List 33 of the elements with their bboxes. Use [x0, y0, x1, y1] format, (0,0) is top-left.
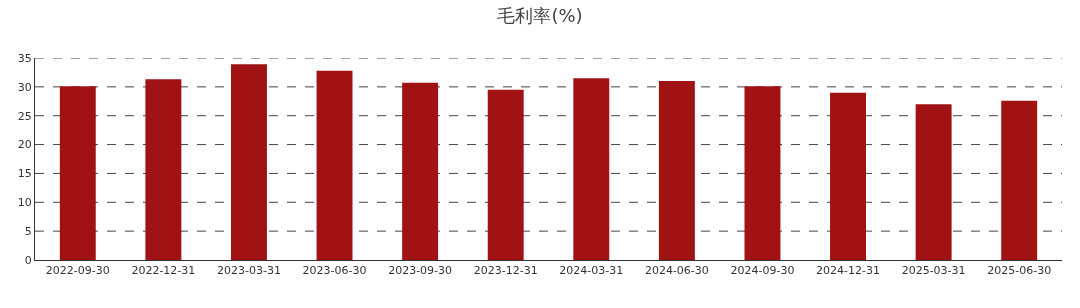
y-tick-label: 20 [17, 138, 32, 152]
bar [1001, 100, 1038, 260]
bar [59, 86, 96, 260]
y-tick-label: 10 [17, 196, 32, 210]
bar [316, 70, 353, 260]
y-tick-label: 5 [24, 224, 32, 238]
x-tick-label: 2023-06-30 [302, 264, 367, 278]
y-tick-label: 15 [17, 167, 32, 181]
x-tick-label: 2025-03-31 [901, 264, 966, 278]
x-tick-label: 2022-12-31 [131, 264, 196, 278]
y-tick-label: 30 [17, 80, 32, 94]
x-tick-label: 2024-06-30 [644, 264, 709, 278]
bar [573, 78, 610, 260]
x-tick-label: 2025-06-30 [987, 264, 1052, 278]
x-tick-label: 2023-12-31 [473, 264, 538, 278]
bar [915, 104, 952, 260]
bar [402, 82, 439, 260]
bar [487, 89, 524, 260]
x-tick-label: 2024-09-30 [730, 264, 795, 278]
chart-title: 毛利率(%) [497, 4, 583, 26]
x-tick-label: 2024-03-31 [559, 264, 624, 278]
y-tick-label: 35 [17, 51, 32, 65]
bar [744, 86, 781, 260]
bar [658, 81, 695, 260]
bar [145, 79, 182, 260]
x-tick-label: 2023-09-30 [388, 264, 453, 278]
x-tick-label: 2024-12-31 [816, 264, 881, 278]
y-tick-label: 0 [24, 253, 32, 267]
x-tick-label: 2022-09-30 [45, 264, 110, 278]
bar [230, 64, 267, 260]
bar [830, 92, 867, 260]
x-tick-label: 2023-03-31 [216, 264, 281, 278]
y-tick-label: 25 [17, 109, 32, 123]
